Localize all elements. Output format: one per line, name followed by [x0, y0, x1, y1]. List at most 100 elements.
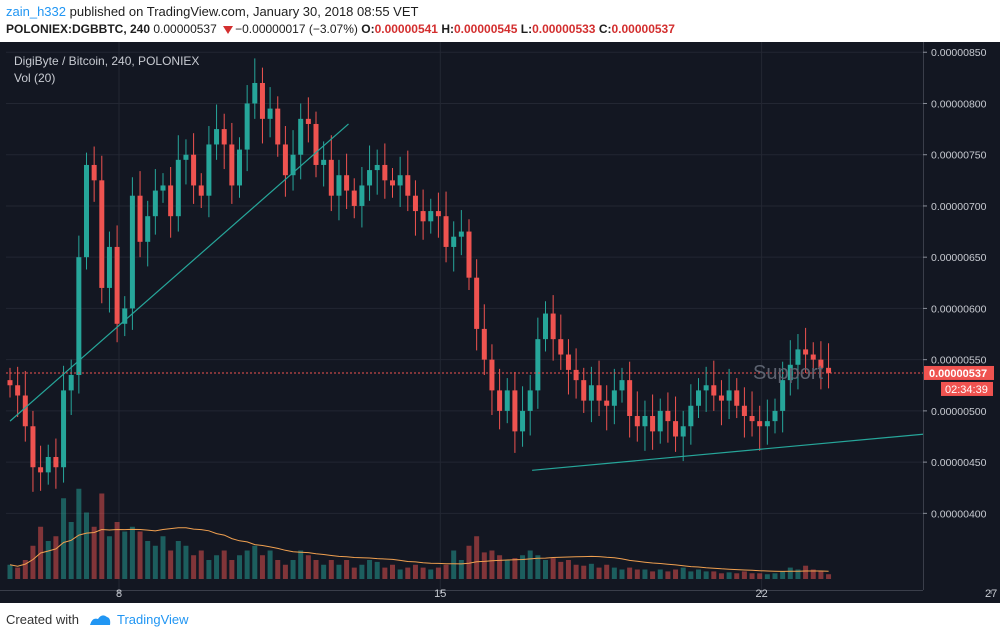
candle-body: [504, 390, 510, 411]
candle-body: [565, 354, 571, 370]
candle-body: [428, 211, 434, 222]
candle-body: [741, 405, 747, 417]
candle-body: [535, 339, 541, 391]
candle-body: [214, 129, 220, 145]
chart-grid: [6, 42, 992, 590]
volume-bar: [336, 564, 342, 579]
volume-bar: [428, 569, 434, 579]
publish-info: published on TradingView.com, January 30…: [69, 4, 419, 19]
author-link[interactable]: zain_h332: [6, 4, 66, 19]
price-axis[interactable]: 0.00000400 0.00000450 0.00000500 0.00000550…: [923, 42, 1000, 603]
candle-body: [512, 390, 518, 432]
candle-body: [726, 390, 732, 401]
volume-bar: [344, 560, 350, 579]
down-arrow-icon: [223, 25, 234, 34]
candle-body: [229, 144, 235, 186]
y-tick-label: 0.00000800: [931, 98, 987, 110]
volume-bar: [535, 555, 541, 579]
tradingview-link[interactable]: TradingView: [117, 612, 189, 627]
volume-bar: [826, 574, 832, 579]
y-tick-label: 0.00000550: [931, 355, 987, 367]
volume-bar: [275, 560, 281, 579]
volume-bar: [420, 567, 426, 579]
chart-title: DigiByte / Bitcoin, 240, POLONIEX: [14, 54, 199, 68]
candle-body: [734, 390, 740, 406]
candle-body: [313, 123, 319, 165]
candle-body: [198, 185, 204, 196]
volume-bar: [160, 536, 166, 579]
candle-body: [619, 380, 625, 391]
candle-body: [718, 395, 724, 401]
quote-line: POLONIEX:DGBBTC, 240 0.00000537 −0.00000…: [6, 22, 675, 36]
volume-bar: [619, 569, 625, 579]
candle-body: [764, 421, 770, 427]
volume-bar: [581, 565, 587, 579]
candle-body: [267, 108, 273, 119]
candle-body: [588, 385, 594, 401]
price-chart[interactable]: Support DigiByte / Bitcoin, 240, POLONIE…: [0, 42, 1000, 603]
candle-body: [527, 390, 533, 411]
candle-body: [76, 257, 82, 376]
volume-bar: [665, 571, 671, 579]
volume-bar: [795, 569, 801, 579]
time-axis[interactable]: 8152227Feb61219: [0, 588, 1000, 600]
candle-body: [818, 359, 824, 368]
x-tick-label: 22: [755, 588, 767, 600]
candle-body: [711, 385, 717, 396]
volume-bar: [15, 567, 21, 579]
last-price: 0.00000537: [153, 22, 217, 36]
high-label: H:: [441, 22, 454, 36]
candle-body: [581, 380, 587, 401]
candle-body: [458, 231, 464, 237]
y-tick-label: 0.00000400: [931, 508, 987, 520]
candle-body: [160, 185, 166, 191]
volume-bar: [680, 567, 686, 579]
y-tick-label: 0.00000500: [931, 406, 987, 418]
volume-bar: [634, 569, 640, 579]
volume-bar: [650, 571, 656, 579]
trendline-uptrend-left: [9, 123, 349, 422]
candle-body: [122, 308, 128, 324]
volume-bar: [512, 558, 518, 579]
candle-body: [810, 354, 816, 360]
y-tick-label: 0.00000750: [931, 150, 987, 162]
volume-bar: [22, 560, 28, 579]
y-tick-label: 0.00000850: [931, 47, 987, 59]
last-price-tag-text: 0.00000537: [929, 368, 987, 380]
volume-bar: [244, 550, 250, 579]
volume-bar: [328, 560, 334, 579]
candle-body: [259, 82, 265, 119]
candle-body: [405, 175, 411, 196]
volume-bar: [313, 560, 319, 579]
volume-bar: [214, 555, 220, 579]
volume-bar: [351, 567, 357, 579]
candle-body: [275, 108, 281, 145]
candle-body: [696, 390, 701, 406]
candle-body: [244, 103, 250, 150]
volume-bar: [573, 564, 579, 579]
candle-body: [803, 349, 809, 355]
candle-body: [795, 349, 801, 365]
candle-body: [757, 421, 763, 427]
candle-body: [558, 339, 564, 355]
y-tick-label: 0.00000450: [931, 457, 987, 469]
x-tick-label: 15: [434, 588, 446, 600]
open-label: O:: [361, 22, 375, 36]
candle-body: [382, 164, 388, 181]
volume-bar: [657, 569, 663, 579]
candle-body: [305, 118, 311, 124]
candle-body: [53, 456, 59, 468]
chart-footer: Created with TradingView: [0, 603, 1000, 637]
volume-bar: [726, 572, 732, 579]
publish-line: zain_h332 published on TradingView.com, …: [6, 4, 418, 19]
volume-bar: [565, 560, 571, 579]
volume-bar: [757, 573, 763, 579]
candle-body: [520, 410, 526, 432]
candle-body: [665, 410, 671, 422]
volume-bar: [298, 550, 304, 579]
volume-bar: [321, 564, 327, 579]
candle-body: [336, 175, 342, 196]
candle-body: [550, 313, 556, 340]
countdown-tag: 02:34:39: [941, 381, 993, 396]
tradingview-logo-icon: [90, 615, 111, 625]
